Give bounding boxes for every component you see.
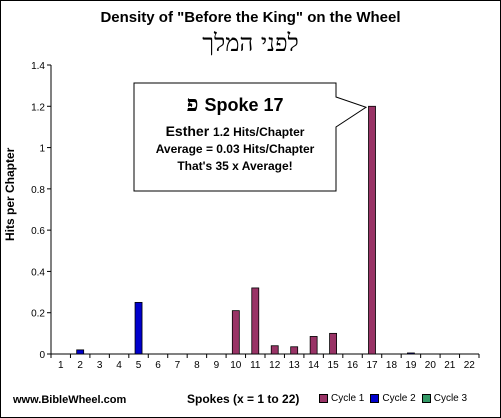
x-tick-label: 21 xyxy=(444,360,456,371)
chart-title: Density of "Before the King" on the Whee… xyxy=(100,9,401,26)
x-tick-label: 7 xyxy=(175,360,181,371)
bar-cycle-1 xyxy=(329,332,337,355)
x-tick-label: 6 xyxy=(155,360,161,371)
bar-cycle-1 xyxy=(251,287,260,355)
bar-cycle-1 xyxy=(270,345,279,355)
x-tick-label: 1 xyxy=(58,360,64,371)
y-tick-label: 0.6 xyxy=(31,226,45,237)
y-tick-label: 0.2 xyxy=(31,309,45,320)
legend-swatch xyxy=(421,394,431,403)
x-tick-label: 14 xyxy=(308,360,320,371)
x-tick-label: 17 xyxy=(366,360,378,371)
callout-average: Average = 0.03 Hits/Chapter xyxy=(155,142,315,156)
legend-item-cycle-2: Cycle 2 xyxy=(370,393,416,404)
x-tick-label: 13 xyxy=(289,360,301,371)
y-axis-label: Hits per Chapter xyxy=(3,147,17,241)
legend-swatch xyxy=(370,394,380,403)
x-tick-label: 10 xyxy=(230,360,242,371)
legend-label: Cycle 2 xyxy=(382,393,416,404)
bar-cycle-1 xyxy=(290,346,299,355)
x-tick-label: 11 xyxy=(250,360,261,371)
x-tick-label: 20 xyxy=(425,360,437,371)
callout: פ Spoke 17 Esther 1.2 Hits/Chapter Averag… xyxy=(136,87,334,173)
y-tick-label: 0 xyxy=(39,350,45,361)
legend-item-cycle-3: Cycle 3 xyxy=(421,393,468,404)
x-tick-label: 12 xyxy=(269,360,281,371)
bar-cycle-2 xyxy=(134,301,143,355)
legend-swatch xyxy=(319,394,328,403)
x-tick-label: 3 xyxy=(97,360,103,371)
y-tick-label: 1.4 xyxy=(31,61,45,72)
callout-bubble xyxy=(133,82,368,192)
legend-label: Cycle 1 xyxy=(331,393,365,404)
chart-subtitle-hebrew: לפני המלך xyxy=(202,29,299,57)
y-tick-label: 1 xyxy=(39,144,45,155)
callout-book-hits: 1.2 Hits/Chapter xyxy=(213,125,305,139)
x-tick-label: 15 xyxy=(328,360,340,371)
y-tick-label: 1.2 xyxy=(31,102,45,113)
x-tick-label: 8 xyxy=(194,360,200,371)
x-tick-label: 9 xyxy=(214,360,220,371)
legend: Cycle 1 Cycle 2 Cycle 3 xyxy=(319,393,467,404)
x-tick-label: 19 xyxy=(405,360,417,371)
callout-ratio: That's 35 x Average! xyxy=(177,159,293,173)
callout-heading: פ Spoke 17 xyxy=(136,91,334,117)
callout-book: Esther xyxy=(165,123,210,139)
x-tick-label: 18 xyxy=(386,360,398,371)
y-tick-label: 0.8 xyxy=(31,185,45,196)
bar-cycle-2 xyxy=(407,352,415,355)
legend-item-cycle-1: Cycle 1 xyxy=(319,393,364,404)
bar-cycle-1 xyxy=(368,105,376,355)
callout-book-line: Esther 1.2 Hits/Chapter xyxy=(136,123,334,139)
bar-cycle-1 xyxy=(309,336,318,355)
x-tick-label: 4 xyxy=(116,360,122,371)
x-tick-label: 22 xyxy=(464,360,476,371)
x-tick-label: 5 xyxy=(136,360,142,371)
legend-label: Cycle 3 xyxy=(433,393,468,404)
x-axis-label: Spokes (x = 1 to 22) xyxy=(187,392,300,406)
callout-letter: פ xyxy=(186,91,199,117)
bar-cycle-2 xyxy=(76,349,85,355)
y-tick-label: 0.4 xyxy=(31,267,45,278)
x-tick-label: 16 xyxy=(347,360,359,371)
footer-url: www.BibleWheel.com xyxy=(13,394,127,406)
callout-spoke: Spoke 17 xyxy=(204,95,284,115)
bar-cycle-1 xyxy=(231,310,240,355)
x-tick-label: 2 xyxy=(77,360,83,371)
